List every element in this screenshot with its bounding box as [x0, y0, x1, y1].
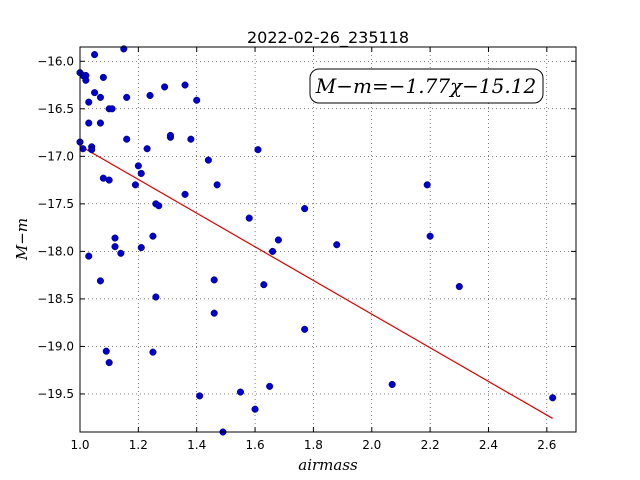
data-point — [181, 81, 189, 89]
y-tick-label: −19.0 — [37, 339, 74, 353]
data-point — [108, 105, 116, 113]
data-point — [549, 394, 557, 402]
y-tick-label: −16.5 — [37, 102, 74, 116]
x-tick-label: 2.4 — [479, 438, 498, 452]
data-point — [333, 241, 341, 249]
x-tick-label: 2.2 — [421, 438, 440, 452]
data-point — [85, 252, 93, 260]
data-point — [423, 181, 431, 189]
data-point — [301, 205, 309, 213]
data-point — [91, 89, 99, 97]
axis-ticks: 1.0 1.2 1.4 1.6 1.8 2.0 2.2 2.4 2.6 −16.0 −16.5 −17… — [37, 47, 576, 452]
x-tick-label: 1.6 — [246, 438, 265, 452]
data-point — [254, 146, 262, 154]
data-point — [196, 392, 204, 400]
x-tick-label: 1.0 — [70, 438, 89, 452]
data-point — [210, 309, 218, 317]
data-point — [88, 146, 96, 154]
data-point — [137, 169, 145, 177]
data-point — [105, 359, 113, 367]
data-point — [155, 202, 163, 210]
data-point — [236, 388, 245, 396]
data-point — [301, 325, 309, 333]
data-point — [269, 247, 277, 255]
fit-annotation: M−m=−1.77χ−15.12 — [309, 68, 544, 104]
data-point — [149, 348, 157, 356]
data-point — [260, 281, 268, 289]
data-point — [143, 145, 151, 153]
data-point — [117, 249, 125, 257]
x-tick-label: 2.6 — [537, 438, 556, 452]
y-tick-label: −18.0 — [37, 244, 74, 258]
data-point — [181, 190, 189, 198]
data-point — [426, 232, 434, 240]
data-point — [146, 91, 154, 100]
data-point — [131, 181, 139, 189]
data-point — [213, 181, 221, 189]
y-tick-label: −18.5 — [37, 292, 74, 306]
data-point — [111, 243, 119, 251]
data-point — [152, 293, 160, 301]
y-tick-label: −19.5 — [37, 387, 74, 401]
chart-title: 2022-02-26_235118 — [247, 28, 409, 48]
data-point — [274, 236, 282, 244]
data-point — [91, 51, 99, 59]
y-tick-label: −17.0 — [37, 149, 74, 163]
y-tick-label: −16.0 — [37, 54, 74, 68]
data-point — [193, 96, 201, 104]
fit-line — [79, 145, 553, 419]
data-point — [111, 234, 119, 242]
data-point — [455, 283, 463, 291]
data-point — [137, 244, 145, 252]
data-point — [149, 232, 157, 240]
data-point — [266, 382, 274, 390]
data-point — [79, 145, 87, 153]
x-axis-label: airmass — [298, 456, 358, 474]
annotation-box — [309, 68, 544, 104]
data-point — [96, 119, 104, 127]
data-point — [96, 277, 104, 285]
data-point — [388, 380, 396, 389]
x-tick-label: 1.4 — [187, 438, 206, 452]
data-point — [96, 93, 104, 101]
data-point — [210, 276, 218, 284]
data-point — [245, 214, 253, 222]
data-point — [187, 135, 195, 143]
data-points — [76, 45, 557, 436]
data-point — [105, 176, 113, 184]
y-tick-label: −17.5 — [37, 197, 74, 211]
fit-line-layer — [79, 145, 553, 419]
data-point — [123, 135, 131, 143]
data-point — [99, 73, 107, 81]
data-point — [204, 156, 212, 164]
data-point — [251, 405, 259, 413]
x-tick-label: 1.2 — [129, 438, 148, 452]
data-point — [166, 131, 174, 139]
plot-frame — [79, 46, 577, 433]
data-point — [123, 93, 131, 101]
data-point — [85, 119, 93, 127]
data-point — [102, 347, 110, 355]
data-point — [134, 162, 142, 170]
x-tick-label: 2.0 — [362, 438, 381, 452]
data-point — [85, 98, 93, 106]
fit-equation: M−m=−1.77χ−15.12 — [315, 74, 536, 98]
x-tick-label: 1.8 — [304, 438, 323, 452]
y-axis-label: M−m — [13, 218, 31, 261]
data-point — [161, 83, 169, 91]
data-point — [82, 76, 90, 84]
grid — [79, 47, 576, 432]
